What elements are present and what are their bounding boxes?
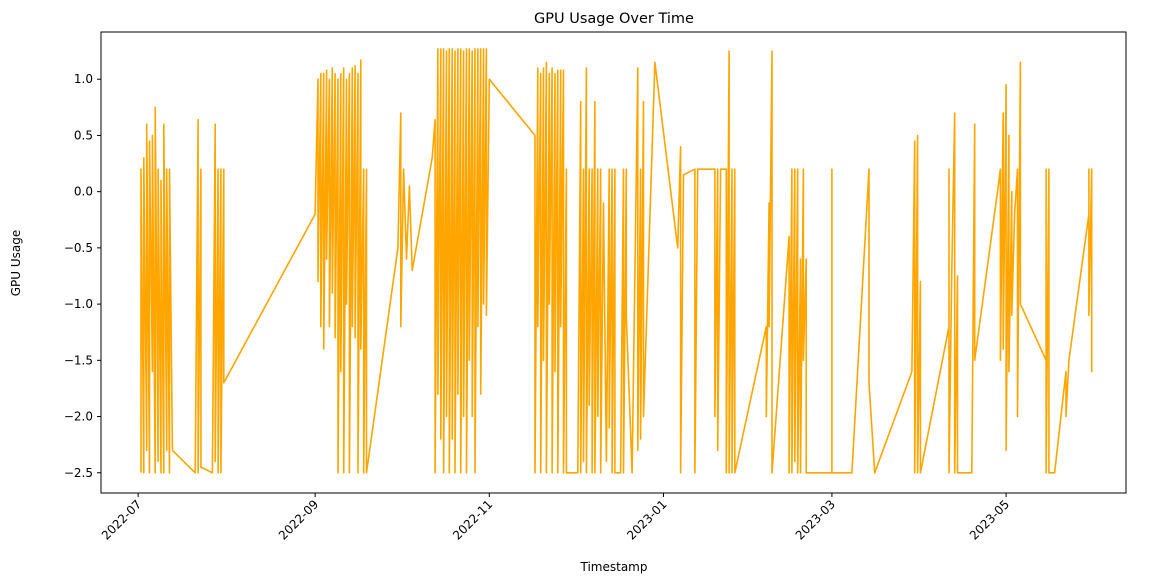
x-tick-label: 2023-05 bbox=[967, 497, 1012, 542]
axes-frame bbox=[100, 31, 1127, 494]
x-tick-label: 2023-01 bbox=[624, 497, 669, 542]
y-tick-label: −2.5 bbox=[64, 466, 93, 480]
x-tick-label: 2022-07 bbox=[99, 497, 144, 542]
chart-title: GPU Usage Over Time bbox=[534, 11, 694, 27]
y-tick-label: 0.0 bbox=[74, 185, 93, 199]
x-tick-label: 2022-11 bbox=[450, 497, 495, 542]
x-axis: 2022-07 2022-09 2022-11 2023-01 2023-03 2023-… bbox=[99, 493, 1012, 543]
y-axis-label: GPU Usage bbox=[9, 230, 23, 297]
plot-area bbox=[140, 48, 1093, 474]
x-axis-label: Timestamp bbox=[580, 560, 648, 574]
series-line-1 bbox=[140, 48, 1093, 474]
x-tick-label: 2023-03 bbox=[793, 497, 838, 542]
y-tick-label: 1.0 bbox=[74, 72, 93, 86]
y-tick-label: −2.0 bbox=[64, 410, 93, 424]
y-tick-label: 0.5 bbox=[74, 128, 93, 142]
y-tick-label: −0.5 bbox=[64, 241, 93, 255]
x-tick-label: 2022-09 bbox=[276, 497, 321, 542]
y-axis: 1.0 0.5 0.0 −0.5 −1.0 −1.5 −2.0 −2.5 bbox=[64, 72, 101, 480]
y-tick-label: −1.0 bbox=[64, 297, 93, 311]
y-tick-label: −1.5 bbox=[64, 353, 93, 367]
